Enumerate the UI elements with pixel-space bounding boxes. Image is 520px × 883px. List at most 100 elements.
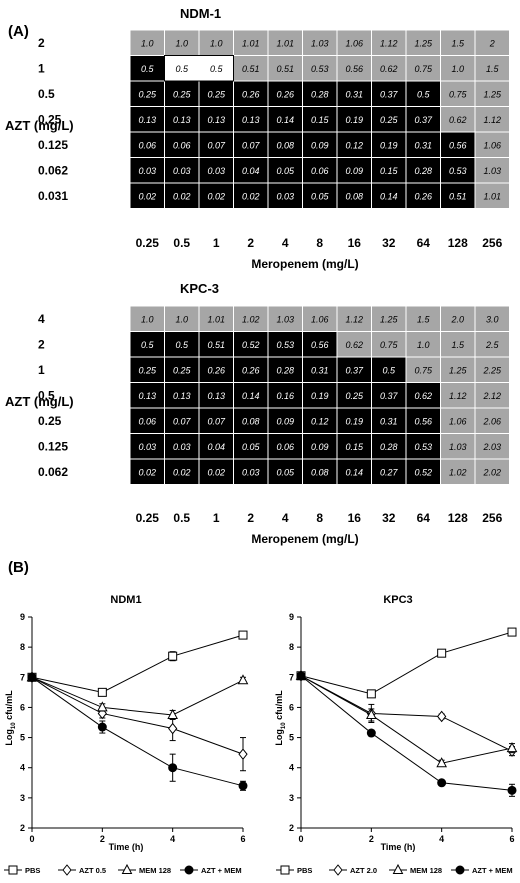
cell-value: 0.19: [380, 140, 398, 150]
cell-value: 2: [489, 38, 495, 48]
grid-cell: [371, 106, 407, 133]
column-label: 8: [316, 236, 323, 250]
y-tick-label: 4: [289, 763, 294, 773]
legend-label: AZT + MEM: [472, 866, 513, 875]
cell-value: 2.03: [482, 442, 501, 452]
cell-value: 0.02: [138, 467, 156, 477]
cell-value: 1.03: [276, 314, 294, 324]
row-label: 0.5: [38, 388, 55, 402]
grid-cell: [371, 407, 407, 434]
grid-cell: [474, 382, 510, 409]
y-tick-label: 9: [289, 612, 294, 622]
cell-value: 0.06: [276, 442, 294, 452]
grid-kpc3: KPC-3 AZT (mg/L) Meropenem (mg/L) 4 1.0 1.…: [5, 281, 510, 546]
grid-cell: [474, 131, 510, 158]
cell-value: 0.37: [380, 391, 399, 401]
cell-value: 1.0: [141, 314, 154, 324]
grid-cell: [267, 331, 303, 358]
grid-cell: [198, 182, 234, 209]
marker-square: [97, 687, 107, 697]
marker-triangle: [366, 708, 377, 719]
cell-value: 1.12: [449, 391, 467, 401]
chart-x-axis-label: Time (h): [109, 842, 144, 852]
column-label: 16: [348, 236, 362, 250]
legend-label: PBS: [297, 866, 312, 875]
cell-value: 0.28: [380, 442, 398, 452]
cell-value: 0.13: [173, 391, 191, 401]
cell-value: 1.01: [276, 38, 294, 48]
cell-value: 2.02: [482, 467, 501, 477]
grid-x-axis-label: Meropenem (mg/L): [251, 532, 358, 546]
y-tick-label: 7: [20, 672, 25, 682]
marker-triangle: [392, 863, 404, 874]
cell-value: 1.0: [417, 340, 430, 350]
cell-value: 0.26: [414, 191, 432, 201]
cell-value: 2.06: [482, 416, 501, 426]
grid-cell: [336, 55, 372, 82]
grid-cell: [267, 407, 303, 434]
grid-cell: [371, 305, 407, 332]
cell-value: 0.09: [311, 140, 329, 150]
cell-value: 1.02: [449, 467, 467, 477]
cell-value: 0.75: [380, 340, 399, 350]
grid-cell: [267, 182, 303, 209]
row-label: 0.062: [38, 163, 68, 177]
cell-value: 0.08: [276, 140, 294, 150]
cell-value: 0.02: [173, 467, 191, 477]
cell-value: 0.5: [175, 340, 189, 350]
grid-cell: [405, 182, 441, 209]
marker-triangle: [436, 757, 447, 768]
grid-cell: [233, 55, 269, 82]
cell-value: 0.12: [311, 416, 329, 426]
cell-value: 0.53: [311, 64, 329, 74]
cell-value: 0.75: [414, 64, 433, 74]
x-tick-label: 4: [170, 834, 175, 844]
cell-value: 0.53: [276, 340, 294, 350]
marker-square: [366, 689, 376, 699]
grid-cell: [302, 458, 338, 485]
cell-value: 0.05: [242, 442, 261, 452]
cell-value: 0.25: [380, 115, 399, 125]
marker-circle: [296, 671, 306, 681]
grid-cell: [302, 80, 338, 107]
grid-title: KPC-3: [180, 281, 219, 296]
cell-value: 0.14: [380, 191, 398, 201]
cell-value: 0.25: [345, 391, 364, 401]
cell-value: 1.0: [141, 38, 154, 48]
cell-value: 0.26: [242, 89, 260, 99]
y-tick-label: 2: [20, 823, 25, 833]
grid-cell: [474, 305, 510, 332]
cell-value: 0.03: [207, 166, 225, 176]
column-label: 256: [482, 236, 502, 250]
row-label: 4: [38, 312, 45, 326]
row-label: 0.25: [38, 414, 62, 428]
marker-diamond: [238, 748, 248, 760]
grid-cell: [164, 131, 200, 158]
column-label: 128: [448, 511, 468, 525]
grid-cell: [371, 29, 407, 56]
column-label: 0.25: [136, 236, 160, 250]
row-label: 0.125: [38, 439, 68, 453]
grid-cell: [440, 331, 476, 358]
grid-y-axis-label: AZT (mg/L): [5, 118, 74, 133]
column-label: 32: [382, 511, 396, 525]
cell-value: 1.12: [483, 115, 501, 125]
marker-diamond: [437, 710, 447, 723]
grid-cell: [371, 55, 407, 82]
cell-value: 0.15: [345, 442, 364, 452]
y-tick-label: 5: [20, 733, 25, 743]
cell-value: 1.06: [311, 314, 329, 324]
x-tick-label: 0: [298, 834, 303, 844]
grid-cell: [233, 382, 269, 409]
marker-square: [437, 648, 447, 658]
column-label: 64: [417, 511, 431, 525]
grid-cell: [405, 29, 441, 56]
row-label: 0.062: [38, 465, 68, 479]
grid-cell: [129, 106, 165, 133]
cell-value: 1.5: [417, 314, 431, 324]
grid-cell: [164, 407, 200, 434]
row-label: 1: [38, 61, 45, 75]
ylabel-main: Log: [4, 729, 14, 746]
grid-cell: [474, 331, 510, 358]
